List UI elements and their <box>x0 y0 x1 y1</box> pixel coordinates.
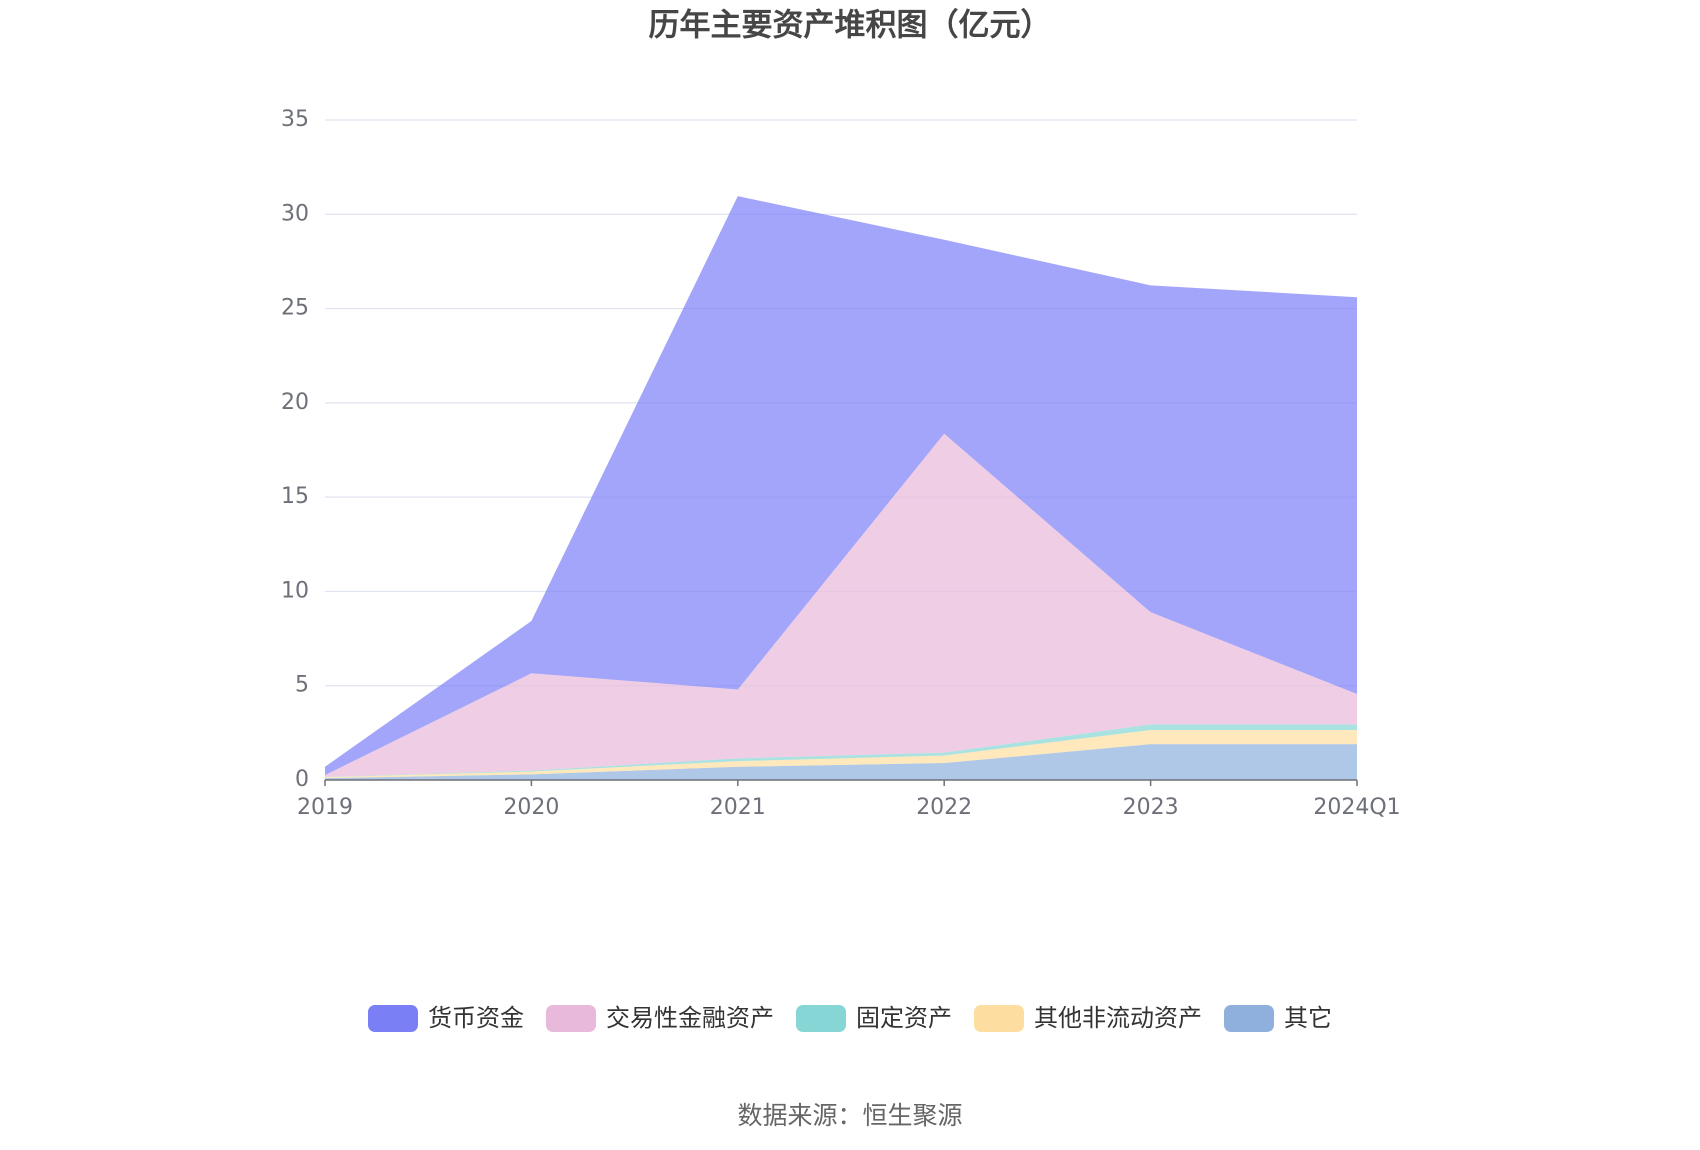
x-tick-label: 2020 <box>503 795 559 820</box>
x-tick-label: 2024Q1 <box>1313 795 1400 820</box>
x-tick-label: 2022 <box>916 795 972 820</box>
y-tick-label: 10 <box>281 578 309 603</box>
legend-label: 货币资金 <box>428 1004 524 1032</box>
legend: 货币资金 交易性金融资产 固定资产 其他非流动资产 其它 <box>368 1004 1332 1032</box>
area <box>325 196 1357 776</box>
area <box>325 433 1357 777</box>
y-tick-label: 35 <box>281 107 309 132</box>
y-tick-label: 15 <box>281 484 309 509</box>
y-tick-label: 20 <box>281 390 309 415</box>
legend-swatch <box>796 1005 846 1032</box>
y-tick-label: 5 <box>295 673 309 698</box>
legend-label: 其它 <box>1284 1004 1332 1032</box>
legend-swatch <box>546 1005 596 1032</box>
x-tick-label: 2019 <box>297 795 353 820</box>
legend-swatch <box>368 1005 418 1032</box>
chart-title: 历年主要资产堆积图（亿元） <box>649 8 1052 44</box>
area <box>325 730 1357 779</box>
source-note: 数据来源：恒生聚源 <box>737 1101 962 1130</box>
legend-swatch <box>1224 1005 1274 1032</box>
y-tick-label: 0 <box>295 767 309 792</box>
legend-label: 交易性金融资产 <box>606 1004 774 1032</box>
y-tick-label: 25 <box>281 296 309 321</box>
x-tick-label: 2021 <box>710 795 766 820</box>
area <box>325 724 1357 778</box>
x-tick-label: 2023 <box>1123 795 1179 820</box>
y-tick-label: 30 <box>281 201 309 226</box>
area <box>325 744 1357 780</box>
legend-label: 其他非流动资产 <box>1034 1004 1202 1032</box>
legend-swatch <box>974 1005 1024 1032</box>
legend-label: 固定资产 <box>856 1004 952 1032</box>
